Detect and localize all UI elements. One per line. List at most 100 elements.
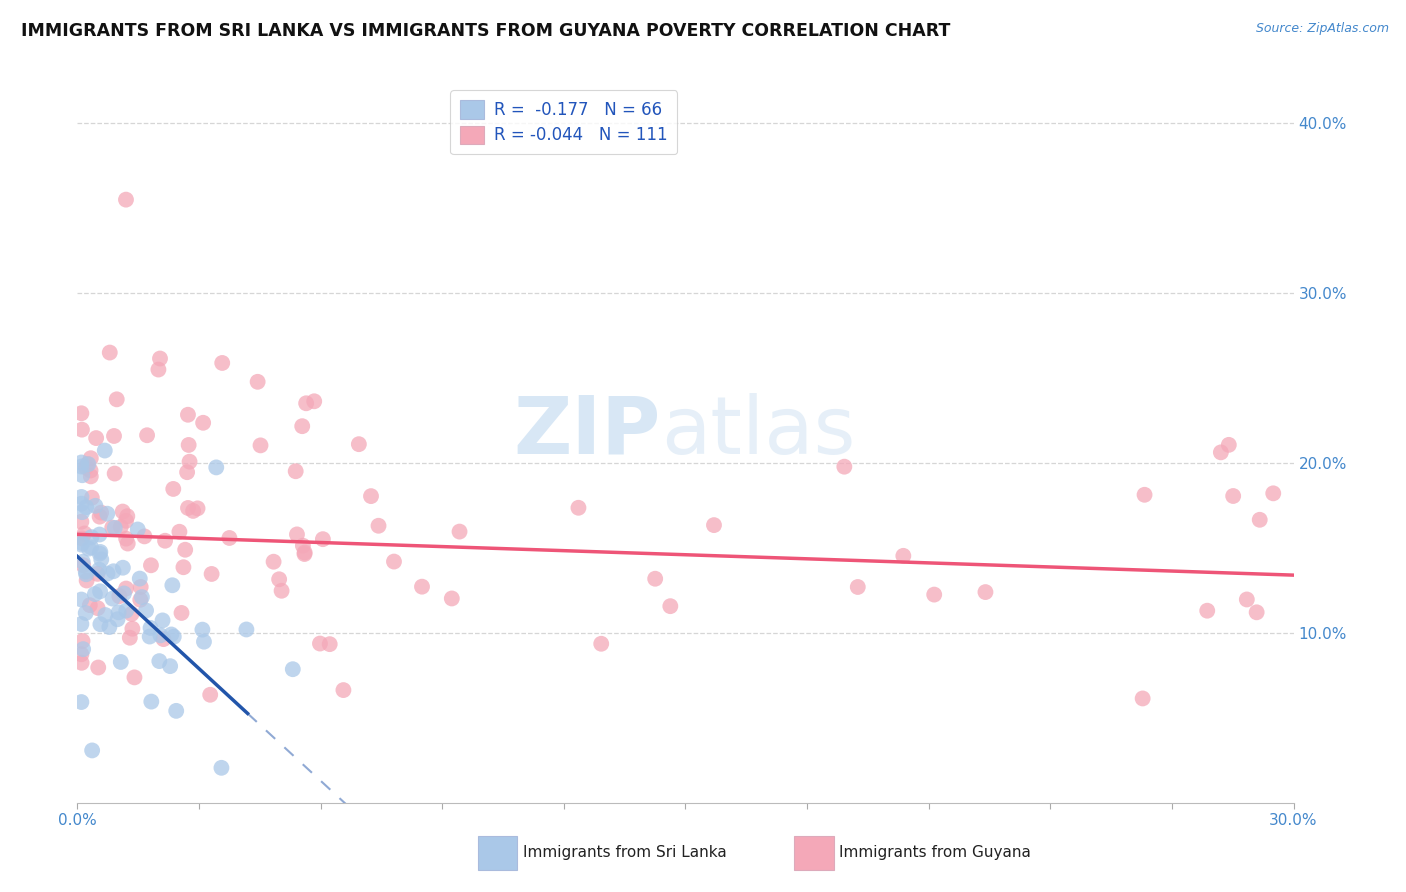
Point xyxy=(72,642,94,657)
Point xyxy=(117,509,139,524)
Point xyxy=(1236,592,1258,607)
Point xyxy=(285,527,308,541)
Point xyxy=(177,408,200,422)
Point xyxy=(382,555,405,569)
Point xyxy=(347,437,370,451)
Point xyxy=(367,518,389,533)
Point xyxy=(440,591,463,606)
Point xyxy=(159,659,181,673)
Point xyxy=(846,580,869,594)
Point xyxy=(110,655,132,669)
Point xyxy=(187,501,209,516)
Point xyxy=(77,541,100,556)
Point xyxy=(103,564,125,578)
Point xyxy=(111,504,134,518)
Point xyxy=(1218,438,1240,452)
Point xyxy=(128,572,150,586)
Point xyxy=(70,656,93,670)
Point xyxy=(70,497,93,511)
Point xyxy=(172,560,194,574)
Point xyxy=(567,500,589,515)
Point xyxy=(249,438,271,452)
Point xyxy=(177,438,200,452)
Point xyxy=(411,580,433,594)
Point xyxy=(179,455,201,469)
Point xyxy=(80,469,103,483)
Point xyxy=(79,463,101,477)
Point xyxy=(201,566,224,581)
Point xyxy=(205,460,228,475)
Point xyxy=(103,429,125,443)
Point xyxy=(149,628,172,642)
Point xyxy=(291,539,314,553)
Point xyxy=(70,490,93,504)
Point xyxy=(76,574,98,588)
Text: Immigrants from Guyana: Immigrants from Guyana xyxy=(839,846,1031,860)
Point xyxy=(89,527,111,541)
Point xyxy=(129,580,152,594)
Point xyxy=(124,670,146,684)
Point xyxy=(72,634,94,648)
Point xyxy=(174,542,197,557)
Point xyxy=(89,584,111,599)
Point xyxy=(176,465,198,479)
Point xyxy=(295,396,318,410)
Point xyxy=(136,428,159,442)
Point xyxy=(70,695,93,709)
Point xyxy=(84,431,107,445)
Point xyxy=(86,601,108,615)
Point xyxy=(80,491,103,505)
Point xyxy=(70,592,93,607)
Point xyxy=(80,530,103,544)
Point xyxy=(127,523,149,537)
Point xyxy=(104,467,127,481)
Point xyxy=(302,394,325,409)
Point xyxy=(263,555,285,569)
Point xyxy=(75,500,97,515)
Point xyxy=(148,654,170,668)
Point xyxy=(1222,489,1244,503)
Point xyxy=(75,460,97,475)
Point xyxy=(139,621,162,635)
Point xyxy=(75,567,97,582)
Point xyxy=(89,509,111,524)
Point xyxy=(83,587,105,601)
Point xyxy=(110,520,132,534)
Point xyxy=(163,630,186,644)
Point xyxy=(269,572,291,586)
Point xyxy=(79,598,101,612)
Point xyxy=(162,578,184,592)
Point xyxy=(270,583,292,598)
Point xyxy=(87,660,110,674)
Point xyxy=(98,620,121,634)
Point xyxy=(319,637,342,651)
Point xyxy=(101,520,124,534)
Point xyxy=(200,688,222,702)
Point xyxy=(148,362,170,376)
Point xyxy=(291,419,314,434)
Point xyxy=(70,455,93,469)
Point xyxy=(70,406,93,420)
Point xyxy=(284,464,307,478)
Point xyxy=(94,443,117,458)
Point xyxy=(165,704,187,718)
Point xyxy=(89,563,111,577)
Point xyxy=(70,423,93,437)
Point xyxy=(152,614,174,628)
Point xyxy=(115,193,138,207)
Point xyxy=(84,499,107,513)
Point xyxy=(1209,445,1232,459)
Point xyxy=(129,592,152,607)
Point xyxy=(281,662,304,676)
Point xyxy=(77,457,100,471)
Point xyxy=(309,636,332,650)
Point xyxy=(834,459,856,474)
Point xyxy=(170,606,193,620)
Point xyxy=(73,526,96,541)
Point xyxy=(121,607,143,621)
Point xyxy=(105,392,128,407)
Point xyxy=(1246,605,1268,619)
Point xyxy=(162,482,184,496)
Point xyxy=(118,631,141,645)
Point xyxy=(96,566,118,581)
